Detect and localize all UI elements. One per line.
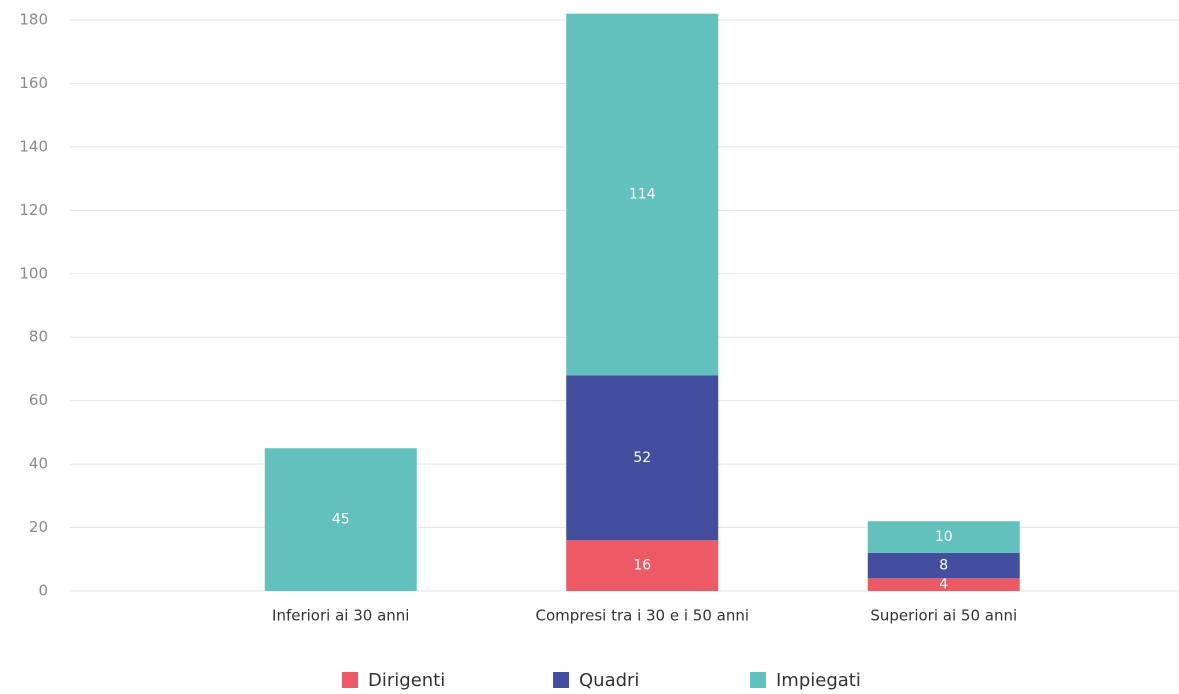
- data-label: 16: [633, 558, 651, 574]
- x-tick-label: Inferiori ai 30 anni: [272, 607, 409, 625]
- data-label: 4: [939, 577, 948, 593]
- bar-segment: [566, 375, 719, 541]
- bar-segment: [867, 578, 1020, 591]
- legend-swatch: [342, 672, 358, 688]
- data-label: 45: [332, 512, 350, 528]
- bar-segment: [867, 521, 1020, 553]
- y-tick-label: 60: [29, 391, 48, 409]
- y-tick-label: 80: [29, 328, 48, 346]
- y-tick-label: 100: [19, 264, 48, 282]
- legend-label: Dirigenti: [368, 670, 445, 691]
- data-label: 52: [633, 450, 651, 466]
- y-tick-label: 0: [38, 582, 48, 600]
- data-label: 10: [935, 529, 953, 545]
- y-tick-label: 120: [19, 201, 48, 219]
- legend-swatch: [553, 672, 569, 688]
- y-tick-label: 140: [19, 137, 48, 155]
- y-tick-label: 20: [29, 518, 48, 536]
- y-tick-label: 160: [19, 74, 48, 92]
- data-label: 114: [629, 186, 656, 202]
- bar-segment: [264, 448, 417, 591]
- y-tick-label: 180: [19, 11, 48, 29]
- bar-segment: [566, 540, 719, 591]
- legend-swatch: [750, 672, 766, 688]
- bar-segment: [867, 552, 1020, 579]
- legend-label: Impiegati: [776, 670, 861, 691]
- data-label: 8: [939, 558, 948, 574]
- bar-segment: [566, 13, 719, 376]
- y-tick-label: 40: [29, 455, 48, 473]
- x-tick-label: Compresi tra i 30 e i 50 anni: [535, 607, 749, 625]
- x-tick-label: Superiori ai 50 anni: [870, 607, 1017, 625]
- legend-label: Quadri: [579, 670, 639, 691]
